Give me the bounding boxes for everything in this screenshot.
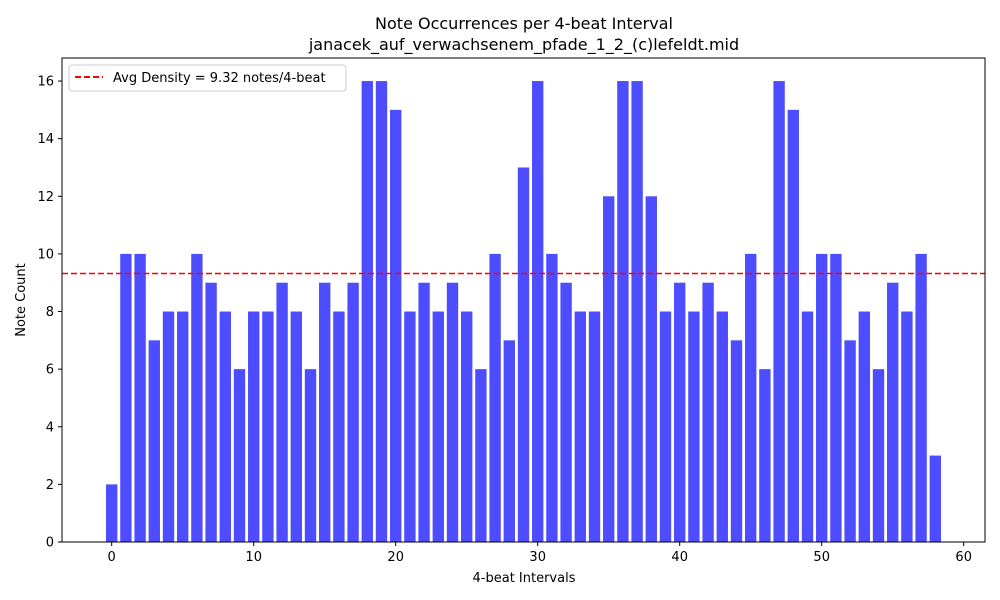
bar bbox=[503, 340, 515, 542]
bar bbox=[375, 81, 388, 543]
bar bbox=[106, 484, 118, 542]
y-tick-label: 8 bbox=[46, 305, 54, 320]
x-tick-label: 50 bbox=[813, 550, 830, 565]
x-tick-label: 30 bbox=[529, 550, 546, 565]
bar bbox=[276, 282, 288, 542]
bar bbox=[745, 253, 757, 542]
bar bbox=[773, 81, 785, 543]
bar bbox=[404, 311, 416, 542]
chart-title: Note Occurrences per 4-beat Interval bbox=[375, 14, 673, 33]
bar bbox=[446, 282, 459, 542]
bar bbox=[233, 369, 246, 542]
bar bbox=[929, 455, 941, 542]
bar bbox=[858, 311, 870, 542]
y-tick-label: 2 bbox=[46, 478, 54, 493]
legend-box bbox=[68, 64, 347, 92]
x-tick-label: 10 bbox=[245, 550, 262, 565]
bar bbox=[290, 311, 302, 542]
bar bbox=[844, 340, 856, 542]
bar bbox=[915, 253, 927, 542]
bar bbox=[702, 282, 714, 542]
y-tick-label: 16 bbox=[37, 75, 54, 90]
bar bbox=[205, 282, 217, 542]
bar bbox=[191, 253, 203, 542]
bar bbox=[333, 311, 345, 542]
bar bbox=[674, 282, 686, 542]
x-tick-label: 0 bbox=[108, 550, 116, 565]
bar bbox=[617, 81, 629, 543]
bar bbox=[730, 340, 743, 542]
chart-subtitle: janacek_auf_verwachsenem_pfade_1_2_(c)le… bbox=[308, 35, 739, 55]
bar bbox=[872, 369, 885, 542]
bar bbox=[489, 253, 501, 542]
bar bbox=[759, 369, 771, 542]
x-tick-label: 40 bbox=[671, 550, 688, 565]
bar bbox=[645, 196, 657, 543]
bar bbox=[219, 311, 231, 542]
y-tick-label: 4 bbox=[46, 420, 54, 435]
bar bbox=[361, 81, 373, 543]
bar bbox=[162, 311, 175, 542]
plot-frame bbox=[61, 57, 986, 543]
x-axis-ticks: 0 10 20 30 40 50 60 bbox=[108, 542, 972, 565]
bar bbox=[319, 282, 331, 542]
bar bbox=[887, 282, 899, 542]
bar bbox=[177, 311, 189, 542]
bar bbox=[901, 311, 913, 542]
bar bbox=[659, 311, 672, 542]
bar bbox=[574, 311, 586, 542]
y-tick-label: 0 bbox=[46, 536, 54, 551]
bar bbox=[461, 311, 473, 542]
bar bbox=[801, 311, 814, 542]
legend-label: Avg Density = 9.32 notes/4-beat bbox=[113, 71, 326, 86]
bar bbox=[603, 196, 615, 543]
bar bbox=[532, 81, 544, 543]
bar bbox=[248, 311, 260, 542]
bar bbox=[830, 253, 842, 542]
bar bbox=[390, 109, 402, 543]
bar bbox=[134, 253, 146, 542]
bar bbox=[148, 340, 160, 542]
bar bbox=[475, 369, 487, 542]
bar bbox=[517, 167, 530, 543]
bar bbox=[560, 282, 572, 542]
bar bbox=[347, 282, 359, 542]
y-tick-label: 6 bbox=[46, 363, 54, 378]
bar bbox=[588, 311, 601, 542]
legend: Avg Density = 9.32 notes/4-beat bbox=[68, 64, 347, 92]
y-tick-label: 10 bbox=[37, 247, 54, 262]
bar bbox=[418, 282, 430, 542]
y-axis-label: Note Count bbox=[14, 263, 29, 337]
bar bbox=[262, 311, 274, 542]
y-tick-label: 12 bbox=[37, 190, 54, 205]
bar bbox=[688, 311, 700, 542]
bar bbox=[716, 311, 728, 542]
bar bbox=[120, 253, 132, 542]
bar bbox=[546, 253, 558, 542]
x-tick-label: 20 bbox=[387, 550, 404, 565]
y-axis-ticks: 0 2 4 6 8 10 12 14 16 bbox=[37, 75, 62, 551]
x-axis-label: 4-beat Intervals bbox=[473, 571, 576, 586]
bar-series bbox=[106, 81, 941, 543]
y-tick-label: 14 bbox=[37, 132, 54, 147]
bar bbox=[816, 253, 828, 542]
bar bbox=[432, 311, 444, 542]
bar bbox=[787, 109, 799, 543]
bar bbox=[304, 369, 317, 542]
bar bbox=[631, 81, 643, 543]
x-tick-label: 60 bbox=[955, 550, 972, 565]
